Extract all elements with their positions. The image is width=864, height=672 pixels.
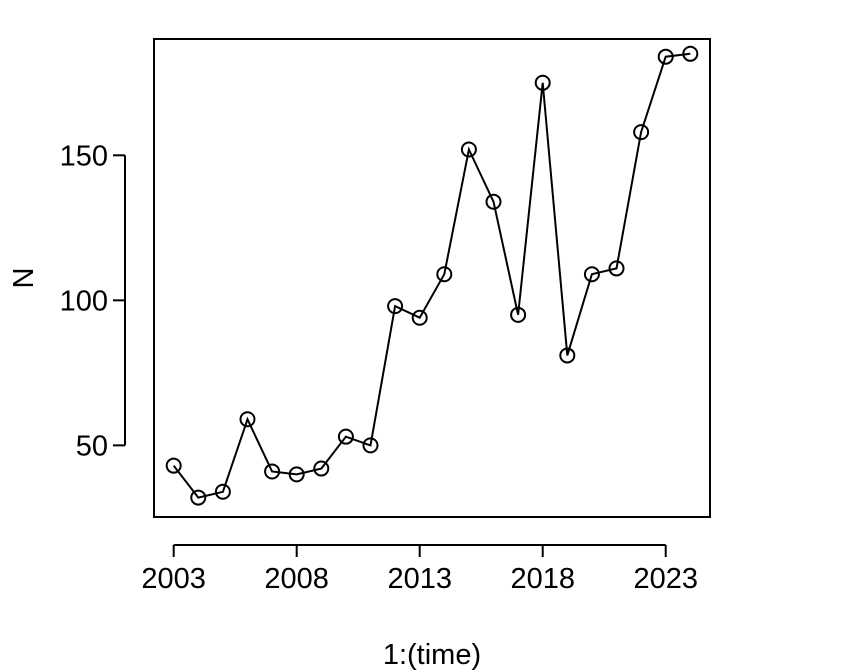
data-point-2019 xyxy=(559,347,576,364)
data-point-2011 xyxy=(362,437,379,454)
data-point-2006 xyxy=(239,411,256,428)
x-tick-label-2023: 2023 xyxy=(633,563,698,595)
data-points xyxy=(165,45,699,506)
data-point-2024 xyxy=(682,45,699,62)
data-point-2012 xyxy=(387,298,404,315)
data-point-2007 xyxy=(264,463,281,480)
data-point-2013 xyxy=(411,309,428,326)
data-point-2010 xyxy=(337,428,354,445)
y-tick-label-100: 100 xyxy=(60,285,108,317)
y-axis-title: N xyxy=(8,268,40,289)
data-point-2005 xyxy=(214,483,231,500)
data-point-2022 xyxy=(633,124,650,141)
x-tick-label-2003: 2003 xyxy=(141,563,206,595)
x-tick-label-2018: 2018 xyxy=(510,563,575,595)
y-tick-label-50: 50 xyxy=(76,430,108,462)
y-axis: 50 100 150 xyxy=(60,140,126,462)
plot-frame xyxy=(153,38,711,518)
data-point-2021 xyxy=(608,260,625,277)
data-point-2016 xyxy=(485,193,502,210)
data-point-2017 xyxy=(510,306,527,323)
x-axis: 2003 2008 2013 2018 2023 xyxy=(141,544,698,595)
x-tick-label-2013: 2013 xyxy=(387,563,452,595)
data-point-2023 xyxy=(657,48,674,65)
x-axis-title: 1:(time) xyxy=(383,639,481,671)
data-point-2015 xyxy=(460,141,477,158)
data-point-2018 xyxy=(534,74,551,91)
y-tick-label-150: 150 xyxy=(60,140,108,172)
data-point-2003 xyxy=(165,457,182,474)
series-line xyxy=(172,52,691,499)
data-point-2009 xyxy=(313,460,330,477)
data-point-2008 xyxy=(288,466,305,483)
data-point-2004 xyxy=(190,489,207,506)
x-tick-label-2008: 2008 xyxy=(264,563,329,595)
data-point-2014 xyxy=(436,266,453,283)
data-point-2020 xyxy=(583,266,600,283)
